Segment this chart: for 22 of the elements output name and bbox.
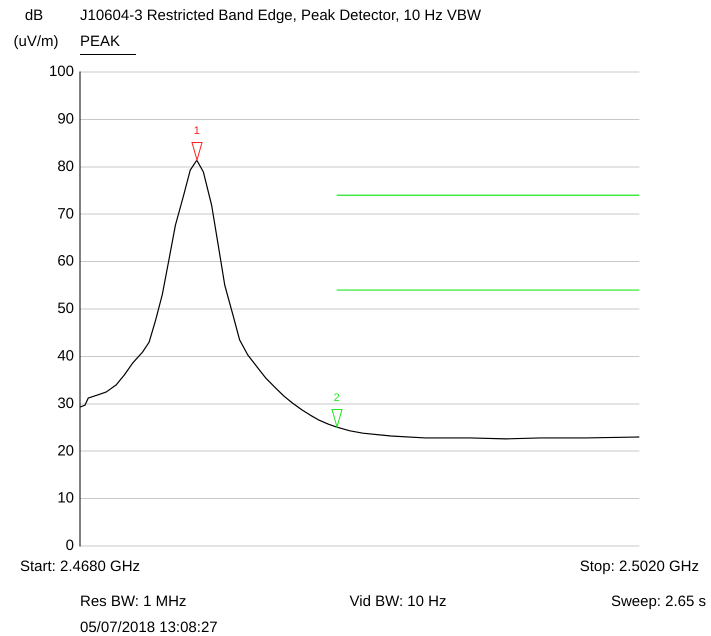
y-tick-label: 100 [48,63,74,80]
chart-subtitle: PEAK [80,33,120,50]
text: Sweep: 2.65 s [610,593,706,610]
y-tick-label: 10 [57,490,74,507]
y-tick-label: 80 [57,158,74,175]
text: Vid BW: 10 Hz [350,593,446,610]
y-tick-label: 50 [57,300,74,318]
y-tick-label: 70 [57,205,74,222]
y-tick-label: 90 [57,110,74,128]
text: Res BW: 1 MHz [80,593,186,610]
y-tick-label: 20 [57,442,74,460]
y-tick-label: 40 [57,348,74,365]
text: 05/07/2018 13:08:27 [80,619,218,636]
x-tick-label: Stop: 2.5020 GHz [580,558,700,576]
y-tick-label: 30 [57,394,74,412]
y-axis-title: dB (uV/m) [14,7,59,50]
chart-title: J10604-3 Restricted Band Edge, Peak Detector, 10 Hz VBW [80,7,482,24]
annotation: 2 [332,392,341,404]
x-tick-label: Start: 2.4680 GHz [20,558,140,576]
annotation: 1 [192,125,201,138]
y-tick-label: 60 [57,252,74,270]
y-tick-label: 0 [66,537,74,554]
